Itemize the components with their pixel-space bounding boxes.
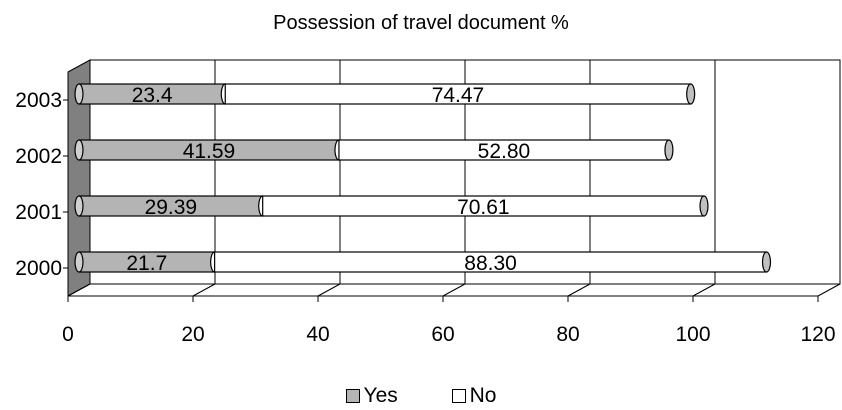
x-tick-label: 0 [62,323,74,346]
data-label: 23.4 [132,84,173,107]
floor-line [692,283,716,297]
floor-line [817,283,841,297]
floor-line [317,283,341,297]
data-label: 88.30 [464,252,517,275]
legend-label-no: No [469,384,497,407]
x-axis-tick-labels: 0 20 40 60 80 100 120 [62,296,836,346]
data-label: 41.59 [183,140,236,163]
floor-line [442,283,466,297]
data-label: 70.61 [457,196,510,219]
x-tick-label: 60 [431,323,454,346]
x-tick-label: 40 [306,323,329,346]
legend-label-yes: Yes [363,384,398,407]
legend-item-yes: Yes [345,384,398,408]
data-label: 74.47 [432,84,485,107]
x-tick-label: 80 [556,323,579,346]
y-tick-label: 2000 [15,257,62,280]
bar-cap-start [74,195,84,217]
floor-line [67,283,91,297]
legend-swatch-no [451,389,466,403]
bar-cap-end [664,139,674,161]
data-label: 52.80 [478,140,531,163]
bar-cap-start [74,251,84,273]
legend-item-no: No [451,384,497,408]
x-tick-label: 100 [675,323,710,346]
bars: 21.7 88.30 29.39 70.61 41.59 52.80 23.4 74.47 [74,83,772,275]
bar-cap-start [74,83,84,105]
y-tick-label: 2002 [15,145,62,168]
legend-swatch-yes [345,389,360,403]
legend: Yes No [0,384,842,409]
x-tick-label: 120 [800,323,835,346]
floor-line [192,283,216,297]
data-label: 21.7 [126,252,167,275]
bar-cap-end [686,83,696,105]
bar-cap-end [761,251,772,273]
data-label: 29.39 [145,196,198,219]
bar-cap-end [699,195,709,217]
y-tick-label: 2001 [15,201,62,224]
x-tick-label: 20 [181,323,204,346]
y-tick-label: 2003 [15,89,62,112]
chart-title: Possession of travel document % [273,12,569,34]
y-axis-tick-labels: 2000 2001 2002 2003 [15,89,68,280]
bar-cap-start [74,139,84,161]
floor-line [567,283,591,297]
